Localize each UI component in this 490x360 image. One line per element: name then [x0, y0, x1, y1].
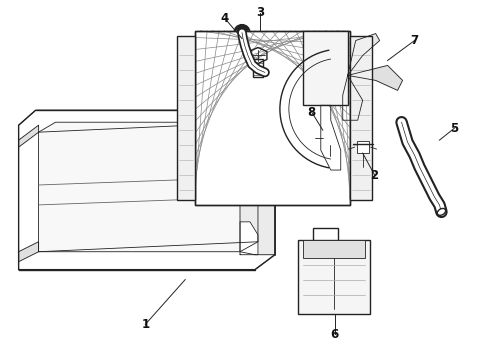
Text: 5: 5	[450, 122, 459, 135]
Polygon shape	[240, 165, 275, 255]
Polygon shape	[240, 222, 258, 255]
Circle shape	[234, 24, 250, 41]
Text: 3: 3	[256, 6, 264, 19]
Polygon shape	[19, 125, 39, 147]
Bar	[350, 36, 371, 200]
Text: 6: 6	[331, 328, 339, 341]
Polygon shape	[19, 242, 39, 262]
Ellipse shape	[437, 208, 445, 215]
Text: 1: 1	[141, 318, 149, 331]
Bar	[303, 31, 348, 105]
Polygon shape	[343, 75, 363, 120]
Bar	[357, 141, 368, 153]
Text: 8: 8	[308, 106, 316, 119]
Bar	[195, 31, 350, 205]
Bar	[313, 228, 338, 240]
Polygon shape	[39, 122, 258, 252]
Bar	[177, 36, 195, 200]
Text: 2: 2	[370, 168, 379, 181]
Text: 4: 4	[221, 12, 229, 25]
Polygon shape	[249, 48, 267, 63]
Polygon shape	[19, 110, 275, 270]
Bar	[195, 31, 350, 205]
Bar	[253, 59, 263, 77]
Circle shape	[323, 131, 337, 145]
Polygon shape	[348, 66, 403, 90]
Polygon shape	[348, 33, 380, 75]
Polygon shape	[321, 105, 341, 170]
Bar	[298, 240, 369, 315]
Text: 7: 7	[411, 34, 418, 47]
Bar	[303, 240, 365, 258]
